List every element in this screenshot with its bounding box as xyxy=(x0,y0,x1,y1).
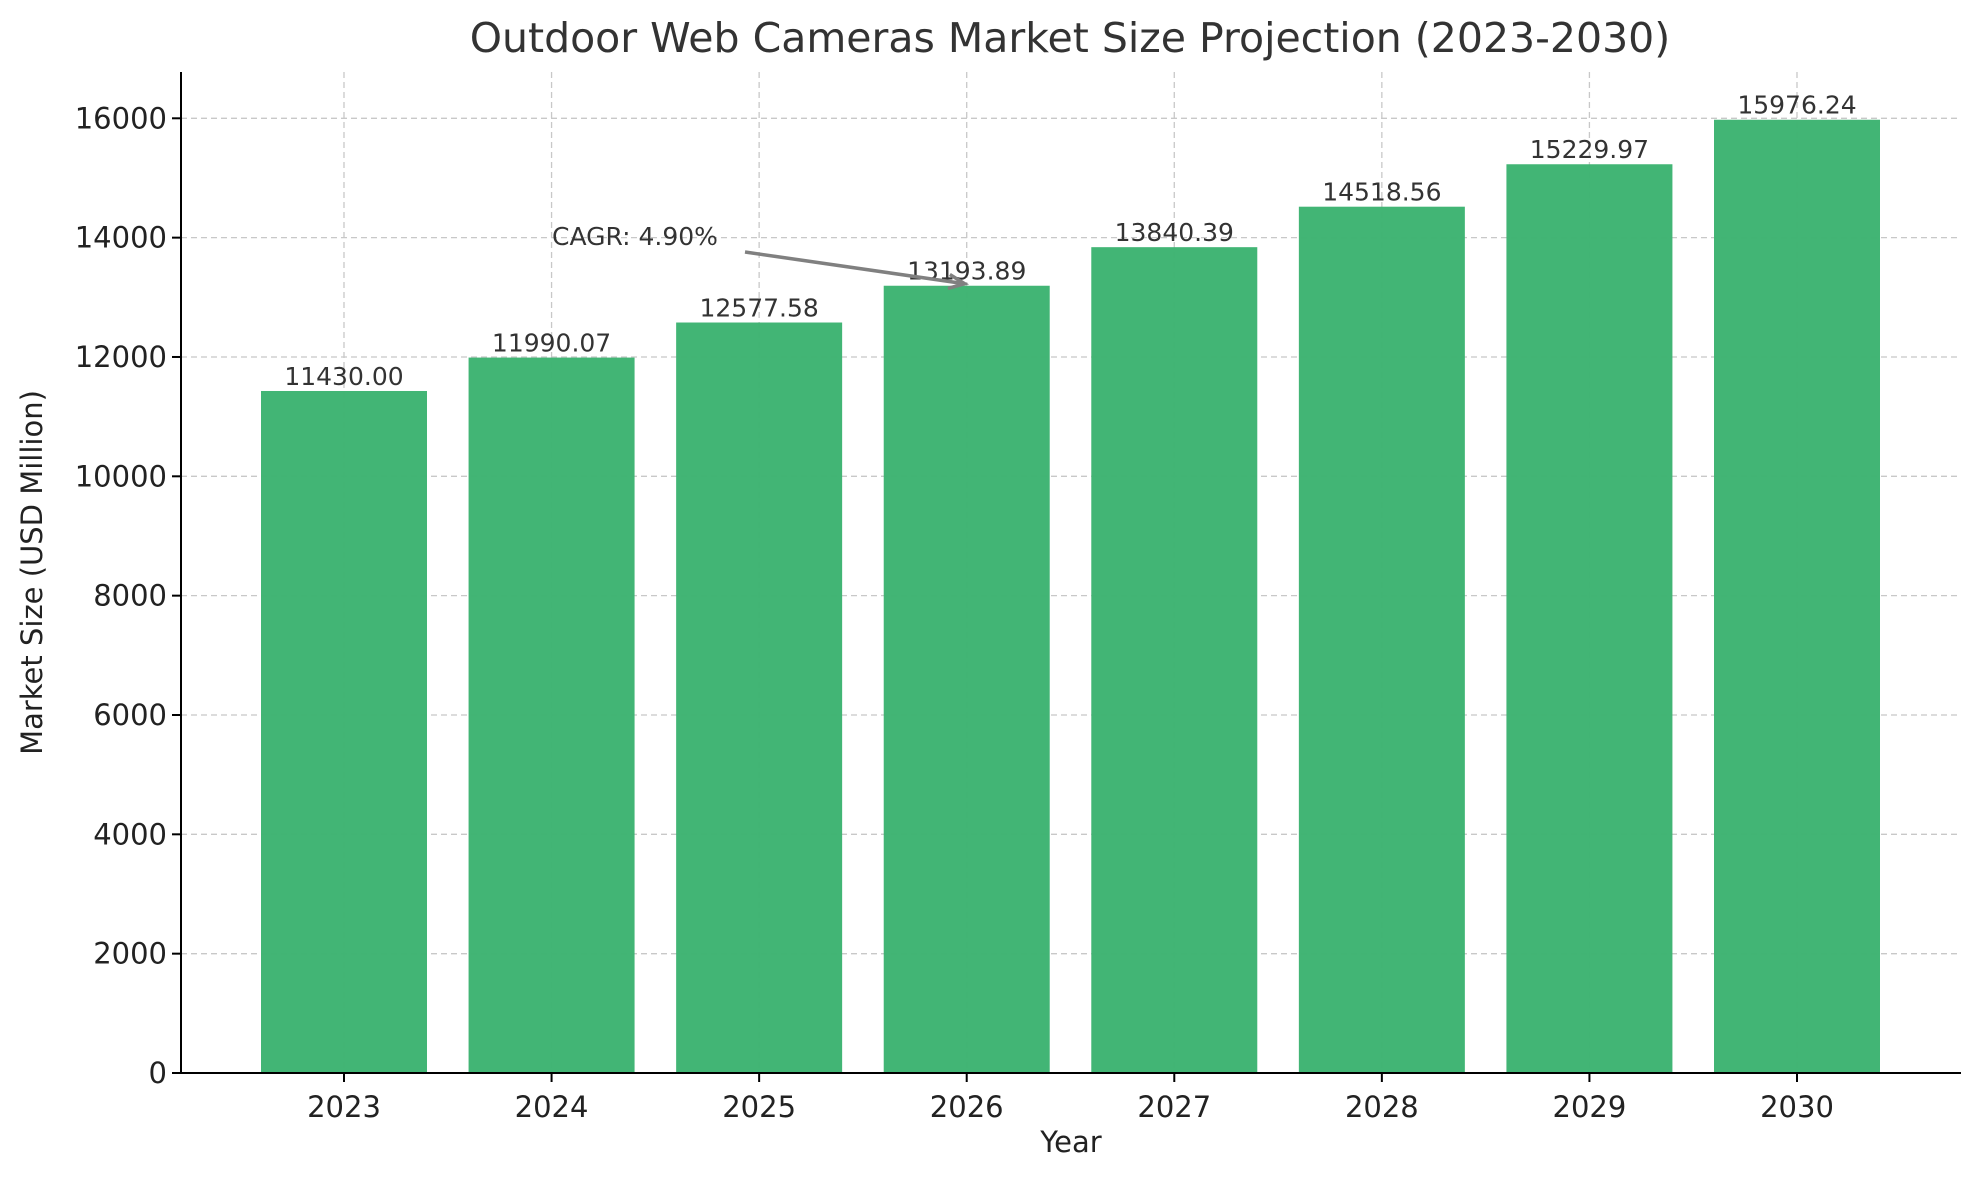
x-tick-label: 2029 xyxy=(1553,1090,1627,1124)
bar-value-label: 13193.89 xyxy=(907,257,1026,286)
bar-2023 xyxy=(261,390,427,1074)
y-tick-label: 0 xyxy=(149,1056,167,1090)
bar-2024 xyxy=(468,357,635,1074)
bar-2029 xyxy=(1506,164,1673,1074)
annotation: CAGR: 4.90% xyxy=(552,222,970,291)
y-tick-label: 4000 xyxy=(93,817,167,851)
x-tick-label: 2024 xyxy=(515,1090,589,1124)
y-tick-label: 2000 xyxy=(93,937,167,971)
bar-value-label: 12577.58 xyxy=(699,294,818,323)
axes xyxy=(180,72,1961,1074)
y-tick-label: 16000 xyxy=(75,101,167,135)
y-axis-ticks: 0 2000 4000 6000 8000 10000 12000 14000 16000 xyxy=(75,101,181,1090)
y-tick-label: 8000 xyxy=(93,579,167,613)
bar-value-label: 11990.07 xyxy=(492,329,611,358)
x-tick-label: 2026 xyxy=(930,1090,1004,1124)
bar-2028 xyxy=(1298,206,1465,1073)
y-tick-label: 12000 xyxy=(75,340,167,374)
chart-title: Outdoor Web Cameras Market Size Projecti… xyxy=(470,14,1671,62)
x-tick-label: 2023 xyxy=(307,1090,381,1124)
bar-2026 xyxy=(883,285,1050,1074)
x-tick-label: 2028 xyxy=(1345,1090,1419,1124)
bars xyxy=(261,119,1880,1074)
x-tick-label: 2030 xyxy=(1760,1090,1834,1124)
cagr-annotation-text: CAGR: 4.90% xyxy=(552,222,718,251)
bar-2030 xyxy=(1714,119,1880,1074)
y-tick-label: 10000 xyxy=(75,459,167,493)
cagr-annotation-arrowhead xyxy=(947,273,970,291)
bar-value-label: 13840.39 xyxy=(1115,218,1234,247)
x-axis-ticks: 2023 2024 2025 2026 2027 2028 2029 2030 xyxy=(307,1073,1834,1124)
grid xyxy=(181,72,1961,1074)
bar-2027 xyxy=(1091,247,1258,1073)
y-tick-label: 14000 xyxy=(75,221,167,255)
bar-2025 xyxy=(676,322,843,1073)
bar-value-label: 11430.00 xyxy=(284,362,403,391)
bar-value-label: 15229.97 xyxy=(1530,135,1649,164)
bar-value-label: 14518.56 xyxy=(1322,178,1441,207)
bar-value-labels: 11430.00 11990.07 12577.58 13193.89 13840.39… xyxy=(284,91,1856,391)
cagr-annotation-arrow xyxy=(744,250,965,286)
x-tick-label: 2025 xyxy=(722,1090,796,1124)
x-axis-title: Year xyxy=(1039,1125,1101,1159)
y-axis-title: Market Size (USD Million) xyxy=(15,390,49,755)
x-tick-label: 2027 xyxy=(1137,1090,1211,1124)
y-tick-label: 6000 xyxy=(93,698,167,732)
bar-value-label: 15976.24 xyxy=(1737,91,1856,120)
